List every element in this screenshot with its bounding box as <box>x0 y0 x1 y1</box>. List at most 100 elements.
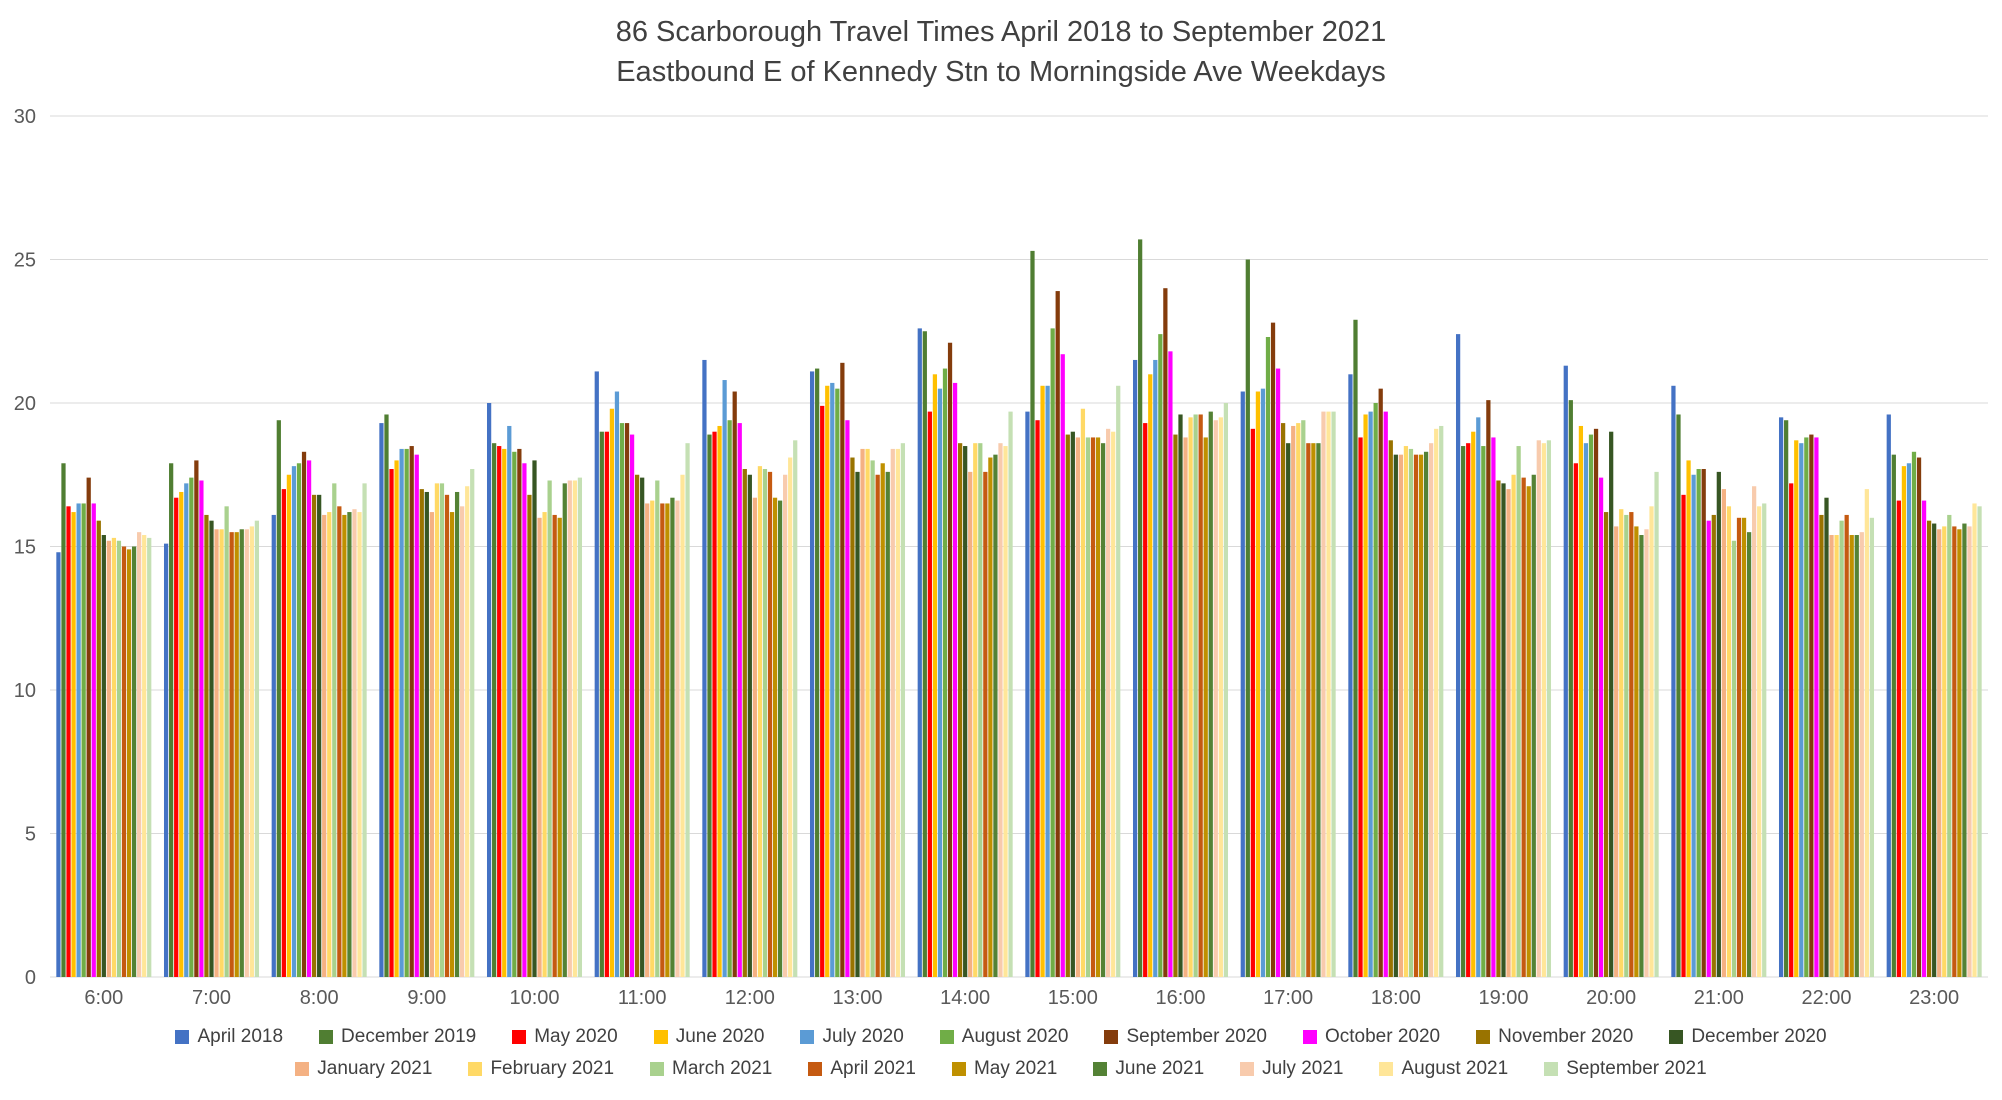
legend-label: September 2021 <box>1566 1058 1707 1079</box>
bar <box>624 423 630 978</box>
bar <box>890 448 895 977</box>
bar <box>1854 535 1859 977</box>
legend-swatch-icon <box>1379 1062 1394 1076</box>
bar <box>567 480 572 977</box>
bar <box>1834 535 1839 977</box>
legend-label: August 2020 <box>961 1026 1069 1047</box>
bar <box>1809 434 1814 977</box>
bar <box>81 503 86 977</box>
legend-label: June 2020 <box>675 1026 765 1047</box>
bar <box>1398 454 1403 977</box>
bar <box>276 420 281 978</box>
bar <box>1408 448 1414 977</box>
bar <box>1501 483 1506 977</box>
bar <box>244 529 249 977</box>
bar <box>712 431 717 977</box>
legend-item: July 2020 <box>800 1026 904 1048</box>
bar <box>1383 411 1388 977</box>
legend-label: June 2021 <box>1115 1058 1205 1079</box>
bar <box>640 477 645 977</box>
x-axis-label: 14:00 <box>940 987 990 1009</box>
x-axis-label: 6:00 <box>84 987 123 1009</box>
bar <box>1316 443 1321 977</box>
bar <box>116 540 122 977</box>
bar <box>1839 520 1844 977</box>
bar <box>604 431 609 977</box>
bar <box>1143 423 1148 978</box>
bar <box>1095 437 1101 977</box>
bar <box>1240 391 1245 977</box>
bar <box>1516 446 1521 977</box>
x-axis-label: 20:00 <box>1586 987 1636 1009</box>
bar <box>717 425 722 978</box>
legend-swatch-icon <box>1240 1062 1255 1076</box>
bar <box>1634 526 1639 977</box>
bar <box>1614 526 1619 977</box>
bar <box>1819 514 1824 977</box>
bar <box>512 451 517 977</box>
legend-item: November 2020 <box>1476 1026 1633 1048</box>
bar <box>327 512 332 977</box>
bar <box>209 520 214 977</box>
bar <box>1849 535 1854 977</box>
bar <box>998 443 1003 977</box>
bar <box>379 423 384 978</box>
bar <box>825 385 830 977</box>
bar <box>1706 520 1711 977</box>
legend-label: May 2020 <box>534 1026 618 1047</box>
bar <box>1957 529 1962 977</box>
x-axis-label: 8:00 <box>300 987 339 1009</box>
bar <box>767 471 773 977</box>
x-axis-label: 10:00 <box>509 987 559 1009</box>
bar <box>650 500 655 977</box>
bar <box>1301 420 1306 978</box>
bar <box>1639 535 1644 977</box>
bar <box>1429 443 1434 977</box>
bar <box>937 388 943 977</box>
legend-swatch-icon <box>939 1030 954 1044</box>
bar <box>875 474 880 977</box>
bar <box>1906 463 1912 977</box>
bar <box>1178 414 1183 978</box>
legend-row: January 2021 February 2021 March 2021 April… <box>0 1058 2002 1080</box>
bar <box>1265 336 1271 977</box>
bar <box>870 460 875 977</box>
bar <box>1173 434 1178 977</box>
bar <box>271 514 276 977</box>
bar <box>317 494 322 977</box>
bar <box>1296 423 1301 978</box>
bar <box>1486 400 1491 977</box>
bar <box>1921 500 1927 977</box>
bar <box>189 477 194 977</box>
bar <box>577 477 583 977</box>
bar <box>1916 457 1922 977</box>
bar <box>1696 469 1701 977</box>
legend-swatch-icon <box>1104 1030 1119 1044</box>
bar <box>1090 437 1096 977</box>
legend-label: July 2021 <box>1262 1058 1344 1079</box>
bar <box>1158 334 1163 977</box>
bar <box>174 497 179 977</box>
bar <box>1778 417 1784 978</box>
bar <box>1671 385 1676 977</box>
bar <box>322 514 327 977</box>
bar <box>1947 514 1952 977</box>
bar <box>1573 463 1578 977</box>
bar <box>1045 385 1050 977</box>
bar <box>1255 391 1261 977</box>
legend-label: January 2021 <box>317 1058 433 1079</box>
legend-label: July 2020 <box>822 1026 904 1047</box>
bar <box>1541 443 1546 977</box>
chart-subtitle: Eastbound E of Kennedy Stn to Morningsid… <box>616 56 1386 88</box>
bar <box>675 500 680 977</box>
bar <box>1829 535 1834 977</box>
y-axis-label: 0 <box>25 967 36 989</box>
bar <box>96 520 101 977</box>
bar <box>301 451 307 977</box>
bar <box>1741 517 1747 977</box>
bar <box>254 520 260 977</box>
bar <box>1439 425 1444 978</box>
bar <box>239 529 244 977</box>
bar <box>1757 506 1762 977</box>
bar <box>399 448 404 977</box>
